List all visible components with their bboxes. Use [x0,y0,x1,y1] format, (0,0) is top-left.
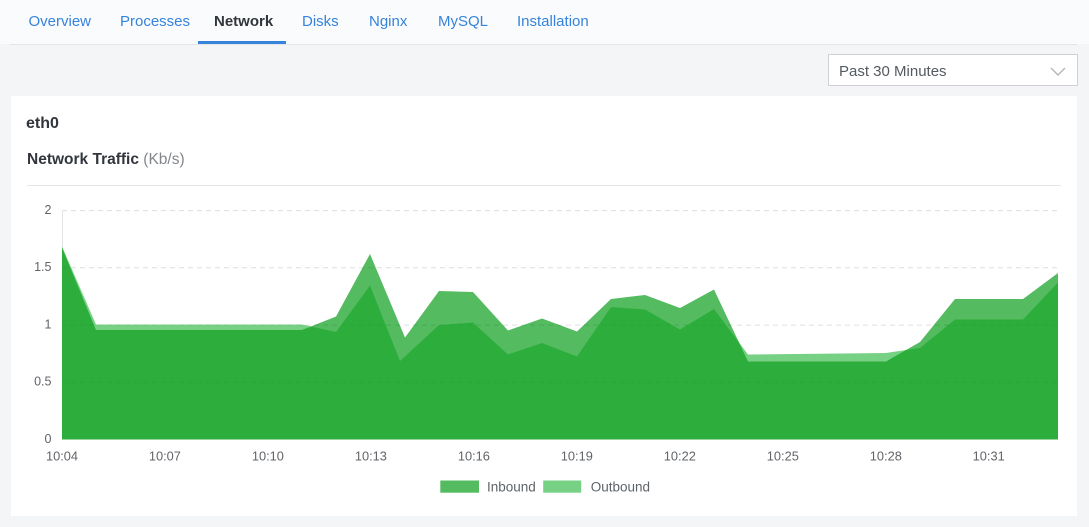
svg-text:10:10: 10:10 [252,449,284,464]
svg-text:0.5: 0.5 [34,375,51,389]
svg-text:1.5: 1.5 [34,260,51,274]
svg-text:10:07: 10:07 [149,449,181,464]
svg-text:10:22: 10:22 [664,449,696,464]
svg-text:10:04: 10:04 [46,449,78,464]
svg-text:0: 0 [45,432,52,446]
svg-text:Outbound: Outbound [591,480,650,495]
svg-text:10:28: 10:28 [870,449,902,464]
svg-text:10:13: 10:13 [355,449,387,464]
svg-text:Inbound: Inbound [487,480,536,495]
svg-text:10:16: 10:16 [458,449,490,464]
svg-text:1: 1 [45,318,52,332]
svg-text:10:19: 10:19 [561,449,593,464]
svg-text:2: 2 [45,203,52,217]
svg-text:10:25: 10:25 [767,449,799,464]
svg-text:10:31: 10:31 [973,449,1005,464]
